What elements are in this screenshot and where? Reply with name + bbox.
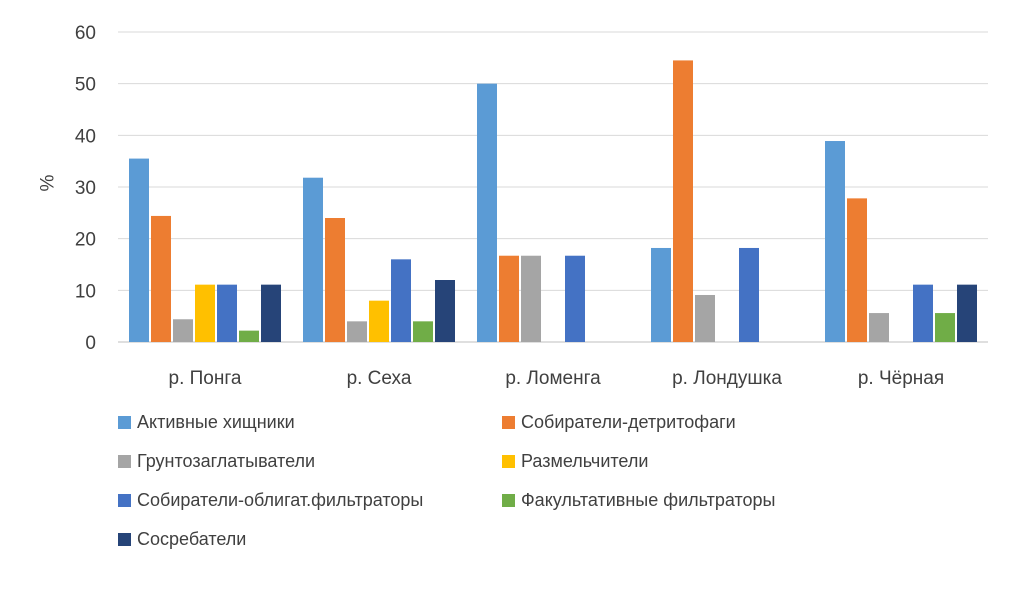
y-tick-label: 40 xyxy=(75,126,96,147)
bar xyxy=(195,284,215,342)
y-tick-label: 20 xyxy=(75,230,96,251)
bar xyxy=(303,177,323,342)
legend-label: Сосребатели xyxy=(137,529,247,549)
bar xyxy=(651,247,671,342)
bar xyxy=(129,158,149,342)
bar xyxy=(325,218,345,342)
bar xyxy=(521,255,541,342)
bar xyxy=(477,83,497,343)
y-tick-label: 50 xyxy=(75,75,96,96)
legend-swatch xyxy=(118,416,131,429)
legend-label: Активные хищники xyxy=(137,412,295,432)
bar xyxy=(695,294,715,342)
legend-swatch xyxy=(118,494,131,507)
legend-label: Собиратели-детритофаги xyxy=(521,412,736,432)
bar xyxy=(261,284,281,342)
bar xyxy=(347,321,367,342)
bar xyxy=(847,198,867,342)
bar xyxy=(239,330,259,342)
legend-swatch xyxy=(118,455,131,468)
bar xyxy=(217,284,237,342)
legend-label: Грунтозаглатыватели xyxy=(137,451,316,471)
x-tick-label: р. Чёрная xyxy=(858,368,944,389)
legend-label: Собиратели-облигат.фильтраторы xyxy=(137,490,424,510)
bar xyxy=(565,255,585,342)
legend-swatch xyxy=(118,533,131,546)
bar xyxy=(173,319,193,342)
legend-item: Факультативные фильтраторы xyxy=(502,490,775,511)
bar xyxy=(391,259,411,342)
y-tick-label: 60 xyxy=(75,23,96,44)
y-tick-label: 0 xyxy=(85,333,96,354)
legend-item: Активные хищники xyxy=(118,412,295,433)
y-axis-label: % xyxy=(37,174,59,192)
bar xyxy=(673,60,693,343)
x-tick-label: р. Понга xyxy=(169,368,242,389)
bar xyxy=(935,313,955,342)
x-tick-label: р. Ломенга xyxy=(505,368,601,389)
y-tick-label: 10 xyxy=(75,281,96,302)
bar xyxy=(957,284,977,342)
x-tick-label: р. Сеха xyxy=(347,368,412,389)
legend-item: Собиратели-облигат.фильтраторы xyxy=(118,490,423,511)
bar xyxy=(499,255,519,342)
bar xyxy=(869,313,889,342)
bar xyxy=(435,280,455,342)
bar xyxy=(913,284,933,342)
bar xyxy=(413,321,433,342)
bar xyxy=(825,141,845,342)
legend-item: Сосребатели xyxy=(118,529,246,550)
bar xyxy=(739,247,759,342)
y-tick-label: 30 xyxy=(75,178,96,199)
x-tick-label: р. Лондушка xyxy=(672,368,782,389)
legend-swatch xyxy=(502,455,515,468)
legend-item: Собиратели-детритофаги xyxy=(502,412,736,433)
legend-item: Размельчители xyxy=(502,451,648,472)
bar xyxy=(151,215,171,342)
legend-swatch xyxy=(502,416,515,429)
legend-item: Грунтозаглатыватели xyxy=(118,451,315,472)
bar xyxy=(369,300,389,342)
legend-label: Размельчители xyxy=(521,451,649,471)
legend-label: Факультативные фильтраторы xyxy=(521,490,776,510)
legend-swatch xyxy=(502,494,515,507)
